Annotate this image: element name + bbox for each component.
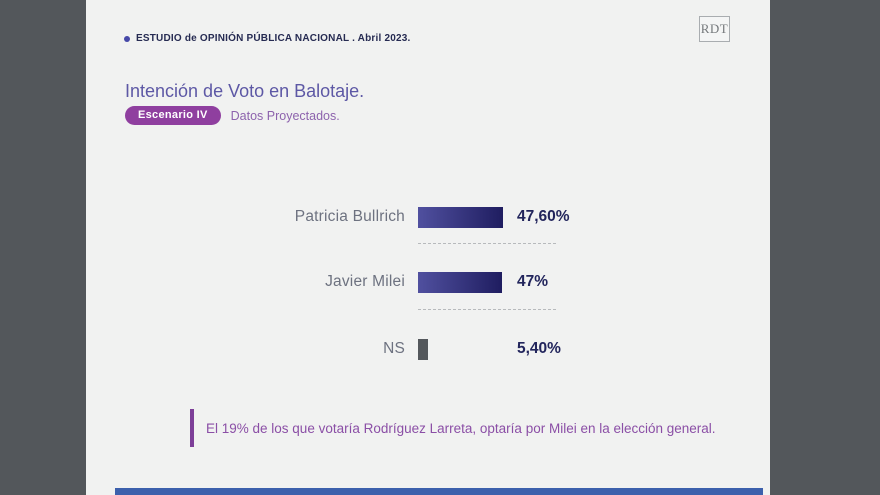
study-label: ESTUDIO de OPINIÓN PÚBLICA NACIONAL . Ab… bbox=[136, 33, 411, 44]
bar-track bbox=[418, 206, 517, 228]
bar-patricia-bullrich bbox=[418, 206, 503, 228]
category-label: NS bbox=[383, 340, 405, 357]
page-title: Intención de Voto en Balotaje. bbox=[125, 81, 365, 101]
row-divider bbox=[418, 243, 556, 244]
value-label: 47,60% bbox=[517, 208, 570, 225]
chart-row: NS 5,40% bbox=[86, 338, 561, 360]
annotation: El 19% de los que votaría Rodríguez Larr… bbox=[190, 409, 716, 447]
bar-track bbox=[418, 338, 517, 360]
study-header: ESTUDIO de OPINIÓN PÚBLICA NACIONAL . Ab… bbox=[124, 33, 410, 44]
annotation-accent-bar bbox=[190, 409, 194, 447]
row-divider bbox=[418, 309, 556, 310]
rdt-logo-text: RDT bbox=[700, 21, 729, 36]
bar-ns bbox=[418, 338, 428, 360]
chart-row: Patricia Bullrich 47,60% bbox=[86, 206, 570, 228]
slide-card: ESTUDIO de OPINIÓN PÚBLICA NACIONAL . Ab… bbox=[86, 0, 770, 495]
bullet-icon bbox=[124, 35, 130, 42]
bar-track bbox=[418, 271, 517, 293]
value-label: 5,40% bbox=[517, 340, 561, 357]
scenario-badge: Escenario IV bbox=[125, 106, 221, 125]
tagline-label: Datos Proyectados. bbox=[230, 108, 340, 123]
value-label: 47% bbox=[517, 273, 549, 290]
rdt-logo: RDT bbox=[699, 16, 730, 42]
bar-javier-milei bbox=[418, 271, 502, 293]
footer-accent-bar bbox=[115, 488, 763, 495]
category-label: Patricia Bullrich bbox=[294, 208, 405, 225]
chart-row: Javier Milei 47% bbox=[86, 271, 548, 293]
subtitle-row: Escenario IV Datos Proyectados. bbox=[125, 106, 340, 125]
category-label: Javier Milei bbox=[325, 273, 405, 290]
annotation-text: El 19% de los que votaría Rodríguez Larr… bbox=[206, 420, 716, 436]
